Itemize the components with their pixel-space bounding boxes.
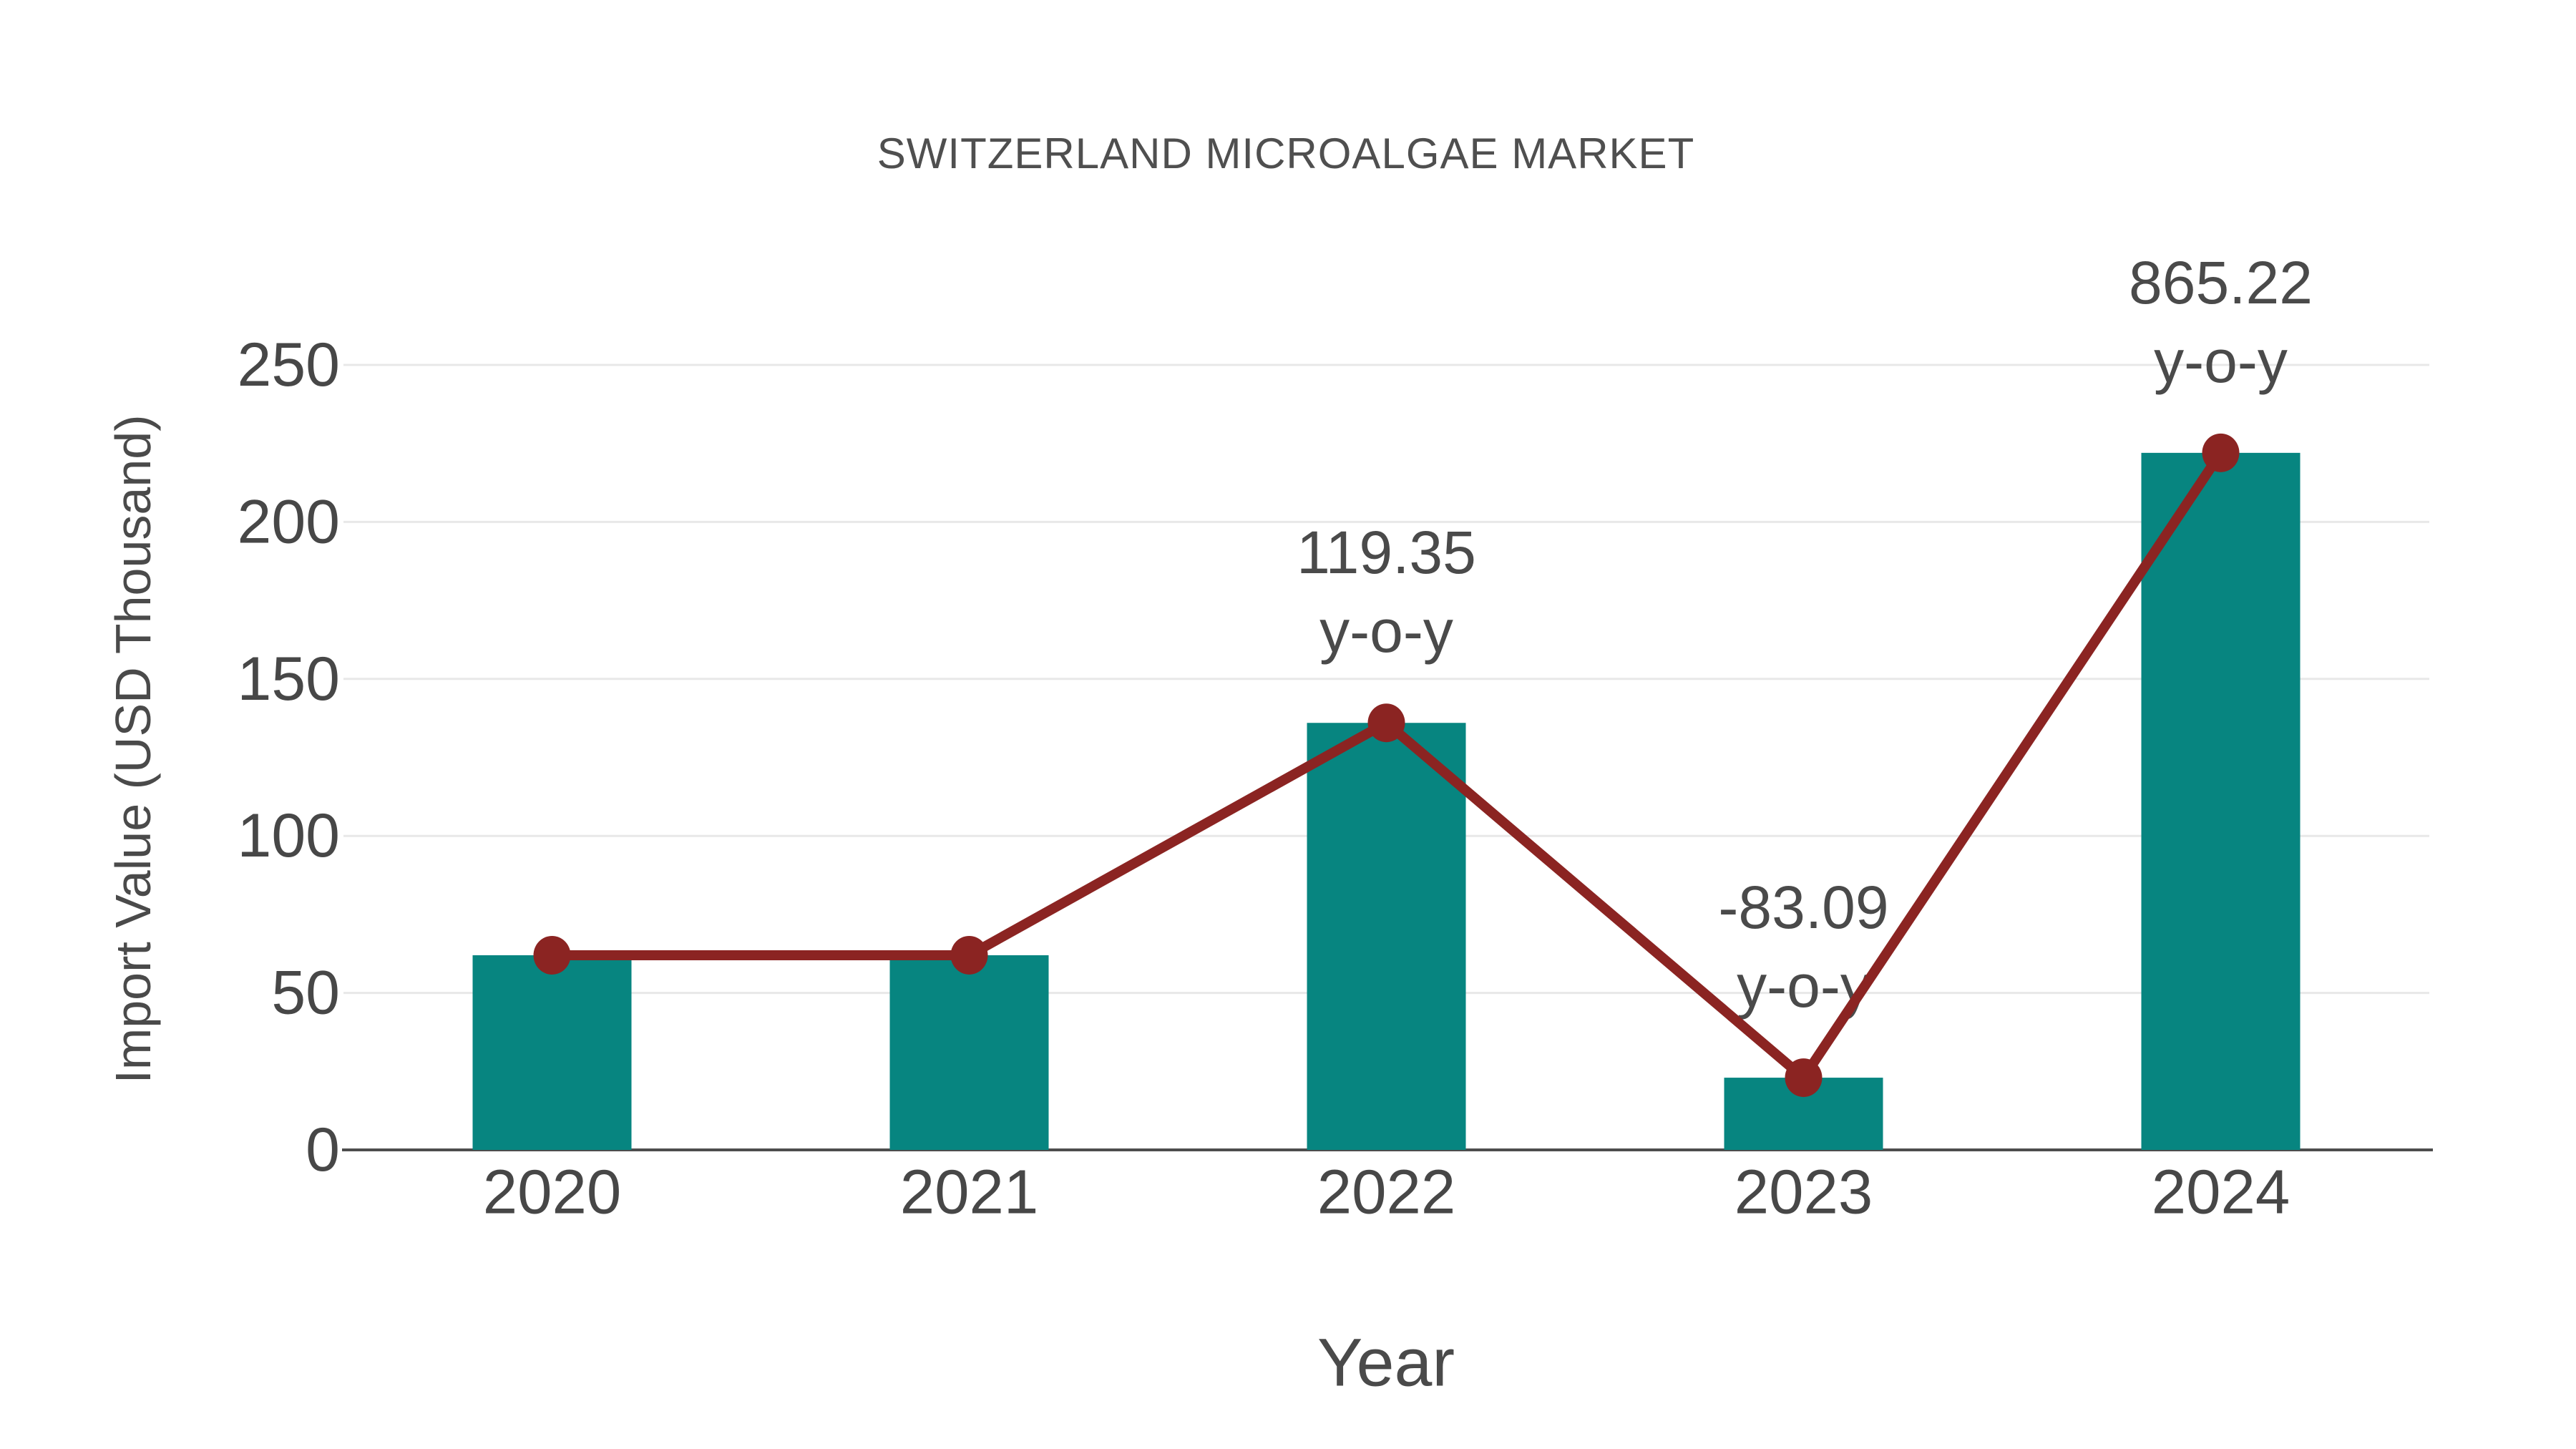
annotation-2022-line1: 119.35 bbox=[1297, 519, 1476, 586]
marker-2024 bbox=[2202, 433, 2240, 472]
y-tick-label-0: 0 bbox=[306, 1116, 340, 1184]
annotation-2023-line1: -83.09 bbox=[1718, 874, 1888, 941]
marker-2020 bbox=[533, 935, 571, 975]
bar-2024 bbox=[2141, 452, 2301, 1150]
annotation-2022-line2: y-o-y bbox=[1319, 597, 1453, 665]
y-tick-label-150: 150 bbox=[238, 645, 341, 713]
annotation-2024-line1: 865.22 bbox=[2129, 249, 2313, 316]
x-tick-label-2023: 2023 bbox=[1735, 1158, 1873, 1227]
marker-2021 bbox=[950, 935, 988, 975]
chart-title: SWITZERLAND MICROALGAE MARKET bbox=[877, 130, 1695, 177]
y-tick-label-100: 100 bbox=[238, 801, 341, 870]
x-tick-label-2024: 2024 bbox=[2152, 1158, 2290, 1227]
y-tick-label-250: 250 bbox=[238, 331, 341, 399]
y-tick-label-200: 200 bbox=[238, 487, 341, 556]
x-tick-label-2022: 2022 bbox=[1317, 1158, 1456, 1227]
marker-2022 bbox=[1367, 703, 1405, 743]
bar-2022 bbox=[1307, 723, 1466, 1150]
x-tick-label-2020: 2020 bbox=[483, 1158, 622, 1227]
bar-2020 bbox=[472, 955, 632, 1150]
y-tick-label-50: 50 bbox=[271, 959, 340, 1028]
annotation-2024-line2: y-o-y bbox=[2154, 328, 2288, 395]
bar-2021 bbox=[889, 955, 1049, 1150]
x-tick-label-2021: 2021 bbox=[900, 1158, 1039, 1227]
x-axis-title: Year bbox=[1317, 1324, 1455, 1401]
marker-2023 bbox=[1785, 1058, 1823, 1098]
